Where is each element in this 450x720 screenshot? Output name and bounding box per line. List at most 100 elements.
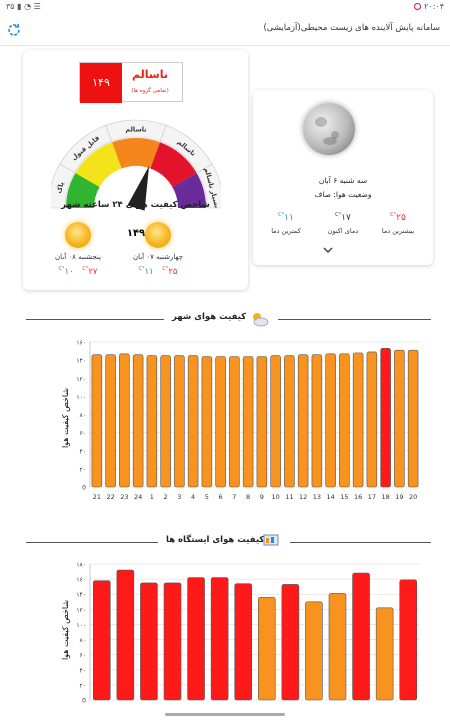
chart-bar[interactable] — [234, 583, 253, 701]
chart-bar[interactable] — [91, 354, 103, 488]
x-tick-label: 22 — [106, 493, 114, 501]
chart-bar[interactable] — [242, 356, 254, 488]
chart-bar[interactable] — [399, 579, 418, 701]
chart-bar[interactable] — [366, 351, 378, 488]
weather-card: سه شنبه ۶ آبان وضعیت هوا: صاف C°۲۵ بیشتر… — [253, 90, 433, 265]
aqi-index-title: شاخص کیفیت هوای ۲۴ ساعته شهر — [61, 200, 210, 210]
chart-bar[interactable] — [339, 353, 350, 488]
chart-bar[interactable] — [187, 355, 199, 488]
weather-now-temp: ۱۷ — [341, 213, 351, 223]
app-bar: سامانه پایش آلاینده های زیست محیطی(آزمای… — [0, 14, 450, 46]
city-chart-ylabel: شاخص کیفیت هوا — [61, 388, 70, 448]
gauge-band — [66, 173, 100, 208]
aqi-card: ۱۴۹ ناسالم (تمامی گروه ها) پاک قابل قبول ن… — [23, 50, 248, 290]
chart-bar[interactable] — [215, 356, 226, 488]
chart-bar[interactable] — [187, 577, 205, 701]
forecast-day-1: چهارشنبه ۰۷ آبان C°۱۱ C°۲۵ — [123, 222, 193, 277]
gauge-needle — [127, 165, 150, 211]
y-tick-label: ۸۰ — [80, 412, 86, 419]
moon-icon — [303, 103, 355, 155]
chart-bar[interactable] — [325, 353, 336, 488]
chart-bar[interactable] — [284, 355, 295, 488]
chevron-down-icon[interactable] — [323, 245, 333, 255]
chart-bar[interactable] — [352, 352, 364, 488]
chart-bar[interactable] — [146, 355, 158, 488]
x-tick-label: 18 — [381, 493, 389, 501]
chart-bar[interactable] — [160, 355, 171, 488]
chart-bar[interactable] — [119, 353, 130, 488]
chart-bar[interactable] — [163, 582, 182, 701]
chart-bar[interactable] — [328, 593, 347, 701]
chart-bar[interactable] — [380, 348, 391, 488]
y-tick-label: ۱۰۰ — [76, 394, 86, 401]
chart-bar[interactable] — [116, 569, 135, 701]
chart-bar[interactable] — [297, 354, 309, 488]
weather-max-label: بیشترین دما — [381, 227, 415, 235]
chart-bar[interactable] — [132, 354, 144, 488]
x-tick-label: 15 — [340, 493, 348, 501]
record-icon — [414, 3, 422, 10]
weather-condition: وضعیت هوا: صاف — [314, 190, 372, 199]
stations-aqi-chart: 0 ۲۰ ۴۰ ۶۰ ۸۰ ۱۰۰ ۱۲۰ ۱۴۰ ۱۶۰ ۱۸۰ شاخص کیفیت هوا — [61, 562, 420, 705]
x-tick-label: 5 — [205, 493, 209, 501]
x-tick-label: 16 — [354, 493, 362, 501]
weather-min: C°۱۱ کمترین دما — [259, 212, 313, 235]
chart-bar[interactable] — [210, 577, 229, 701]
x-tick-label: 2 — [164, 493, 168, 501]
chart-bar[interactable] — [140, 582, 158, 701]
aqi-value: ۱۴۹ — [80, 63, 122, 103]
y-tick-label: ۲۰ — [80, 682, 86, 689]
gauge-band — [150, 142, 197, 187]
chart-bar[interactable] — [281, 584, 300, 701]
x-tick-label: 21 — [93, 493, 101, 501]
gauge-band — [112, 138, 160, 169]
weather-min-label: کمترین دما — [271, 227, 301, 235]
chart-bar[interactable] — [394, 349, 405, 488]
refresh-icon[interactable] — [6, 22, 22, 38]
chart-bar[interactable] — [174, 355, 185, 488]
chart-bar[interactable] — [407, 349, 419, 488]
chart-bar[interactable] — [375, 607, 394, 701]
y-tick-label: ۶۰ — [80, 652, 86, 659]
x-tick-label: 11 — [285, 493, 293, 501]
y-tick-label: ۴۰ — [80, 667, 86, 674]
forecast-low: C°۱۰ — [58, 266, 74, 277]
y-tick-label: 0 — [82, 698, 86, 705]
station-icon — [263, 534, 279, 546]
chart-bar[interactable] — [305, 601, 323, 701]
chart-bar[interactable] — [352, 572, 370, 701]
chart-bar[interactable] — [311, 354, 323, 488]
aqi-summary-box: ۱۴۹ ناسالم (تمامی گروه ها) — [79, 62, 183, 103]
forecast-high: C°۲۵ — [162, 266, 178, 277]
x-tick-label: 12 — [299, 493, 307, 501]
status-bar: ۳۵ ▮ ◔ ☰ ۲۰:۰۴ — [0, 0, 450, 14]
x-tick-label: 7 — [232, 493, 236, 501]
chart-bar[interactable] — [258, 596, 276, 701]
forecast-low: C°۱۱ — [138, 266, 154, 277]
gauge-label-band — [197, 163, 221, 209]
weather-max-temp: ۲۵ — [396, 213, 406, 223]
x-tick-label: 17 — [368, 493, 376, 501]
x-tick-label: 8 — [246, 493, 250, 501]
stations-chart-ylabel: شاخص کیفیت هوا — [61, 600, 70, 660]
app-title: سامانه پایش آلاینده های زیست محیطی(آزمای… — [263, 23, 440, 33]
x-tick-label: 3 — [177, 493, 181, 501]
chart-bar[interactable] — [92, 580, 111, 701]
chart-bar[interactable] — [256, 356, 268, 488]
status-time: ۲۰:۰۴ — [424, 2, 444, 11]
chart-bar[interactable] — [229, 356, 240, 488]
forecast-temps: C°۱۰ C°۲۷ — [43, 266, 113, 277]
y-tick-label: ۱۰۰ — [76, 622, 86, 629]
home-indicator[interactable] — [165, 713, 285, 716]
cloud-sun-icon — [253, 313, 269, 327]
y-tick-label: ۱۶۰ — [76, 340, 86, 347]
chart-bar[interactable] — [105, 354, 116, 488]
x-tick-label: 10 — [271, 493, 279, 501]
weather-now-label: دمای اکنون — [327, 227, 359, 235]
y-tick-label: ۱۲۰ — [76, 607, 86, 614]
x-tick-label: 4 — [191, 493, 195, 501]
chart-bar[interactable] — [201, 356, 213, 488]
chart-bar[interactable] — [270, 355, 281, 488]
